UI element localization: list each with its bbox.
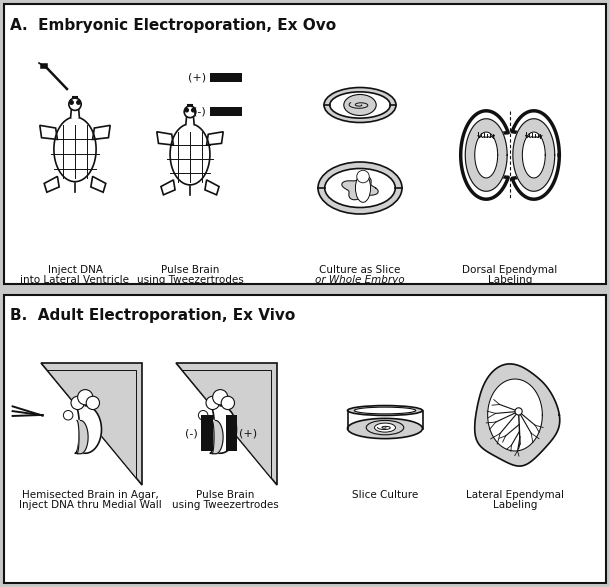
Polygon shape (342, 176, 378, 200)
Polygon shape (77, 420, 88, 454)
Circle shape (192, 109, 195, 112)
Circle shape (213, 390, 228, 405)
Text: using Tweezertrodes: using Tweezertrodes (137, 275, 243, 285)
Text: A.  Embryonic Electroporation, Ex Ovo: A. Embryonic Electroporation, Ex Ovo (10, 18, 336, 33)
Text: B.  Adult Electroporation, Ex Vivo: B. Adult Electroporation, Ex Vivo (10, 308, 295, 323)
Polygon shape (212, 420, 223, 454)
Polygon shape (182, 370, 271, 478)
Polygon shape (75, 406, 101, 453)
Ellipse shape (330, 92, 390, 118)
Polygon shape (176, 363, 278, 485)
Polygon shape (54, 117, 96, 181)
Ellipse shape (354, 407, 416, 414)
Ellipse shape (344, 95, 376, 116)
Text: Labeling: Labeling (493, 500, 537, 510)
Polygon shape (487, 379, 542, 451)
Polygon shape (205, 180, 219, 195)
Text: (+): (+) (188, 72, 206, 82)
Circle shape (63, 410, 73, 420)
Ellipse shape (348, 406, 423, 416)
Circle shape (71, 396, 84, 410)
Bar (201, 415, 213, 451)
Text: Labeling: Labeling (488, 275, 532, 285)
Ellipse shape (375, 423, 395, 432)
Text: Culture as Slice: Culture as Slice (319, 265, 401, 275)
Bar (4, 4, 606, 284)
Text: using Tweezertrodes: using Tweezertrodes (171, 500, 278, 510)
Text: (-): (-) (193, 106, 206, 116)
Polygon shape (170, 124, 210, 185)
Polygon shape (93, 126, 110, 140)
Polygon shape (157, 131, 173, 145)
Bar (210, 73, 242, 82)
Circle shape (185, 109, 188, 112)
Polygon shape (47, 370, 135, 478)
Circle shape (357, 170, 369, 183)
Polygon shape (40, 126, 57, 140)
Bar (226, 415, 237, 451)
Circle shape (77, 390, 93, 405)
Text: Inject DNA: Inject DNA (48, 265, 102, 275)
Polygon shape (513, 119, 554, 191)
Polygon shape (522, 132, 545, 178)
Polygon shape (475, 132, 498, 178)
Text: into Lateral Ventricle: into Lateral Ventricle (21, 275, 129, 285)
Circle shape (77, 101, 81, 104)
Ellipse shape (324, 87, 396, 123)
Text: Hemisected Brain in Agar,: Hemisected Brain in Agar, (21, 490, 159, 500)
Polygon shape (41, 363, 142, 485)
Polygon shape (91, 177, 106, 192)
Bar (210, 107, 242, 116)
Circle shape (198, 410, 208, 420)
Text: (-): (-) (185, 429, 198, 438)
Text: Slice Culture: Slice Culture (352, 490, 418, 500)
Polygon shape (71, 108, 79, 117)
Circle shape (70, 101, 73, 104)
Circle shape (206, 396, 220, 410)
Polygon shape (207, 131, 223, 145)
Polygon shape (465, 119, 507, 191)
Circle shape (221, 396, 234, 410)
Ellipse shape (366, 420, 404, 435)
Text: or Whole Embryo: or Whole Embryo (315, 275, 405, 285)
Polygon shape (186, 115, 194, 124)
Polygon shape (475, 364, 560, 466)
Ellipse shape (325, 168, 395, 207)
Polygon shape (161, 180, 175, 195)
Circle shape (86, 396, 99, 410)
Text: (+): (+) (239, 429, 257, 438)
Text: Lateral Ependymal: Lateral Ependymal (466, 490, 564, 500)
Ellipse shape (318, 162, 402, 214)
Ellipse shape (69, 98, 81, 110)
Polygon shape (44, 177, 59, 192)
Polygon shape (210, 406, 237, 453)
Polygon shape (512, 111, 559, 199)
Text: Dorsal Ependymal: Dorsal Ependymal (462, 265, 558, 275)
Circle shape (515, 408, 522, 415)
Polygon shape (461, 111, 508, 199)
Text: Pulse Brain: Pulse Brain (196, 490, 254, 500)
Ellipse shape (184, 106, 196, 117)
Bar (4, 295, 606, 583)
Text: Inject DNA thru Medial Wall: Inject DNA thru Medial Wall (19, 500, 162, 510)
Ellipse shape (356, 174, 370, 203)
Ellipse shape (348, 419, 423, 438)
Text: Pulse Brain: Pulse Brain (161, 265, 219, 275)
